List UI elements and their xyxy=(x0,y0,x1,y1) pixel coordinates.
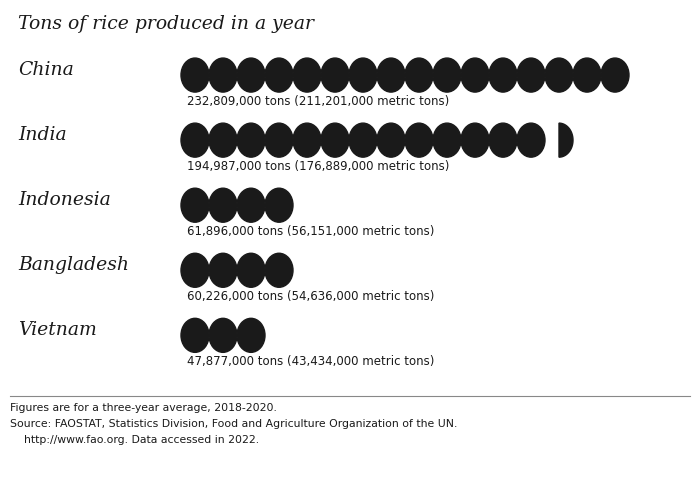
Ellipse shape xyxy=(517,58,545,92)
Ellipse shape xyxy=(433,123,461,157)
Ellipse shape xyxy=(209,319,237,353)
Ellipse shape xyxy=(321,58,349,92)
Ellipse shape xyxy=(601,58,629,92)
Ellipse shape xyxy=(573,58,601,92)
Text: 194,987,000 tons (176,889,000 metric tons): 194,987,000 tons (176,889,000 metric ton… xyxy=(187,160,449,173)
Ellipse shape xyxy=(237,188,265,222)
Ellipse shape xyxy=(377,58,405,92)
Ellipse shape xyxy=(237,123,265,157)
Ellipse shape xyxy=(209,58,237,92)
Ellipse shape xyxy=(293,123,321,157)
Text: 47,877,000 tons (43,434,000 metric tons): 47,877,000 tons (43,434,000 metric tons) xyxy=(187,355,435,368)
Ellipse shape xyxy=(265,188,293,222)
Ellipse shape xyxy=(181,58,209,92)
Ellipse shape xyxy=(321,123,349,157)
Ellipse shape xyxy=(461,123,489,157)
Text: India: India xyxy=(18,126,66,144)
Ellipse shape xyxy=(181,319,209,353)
Ellipse shape xyxy=(517,123,545,157)
Text: Tons of rice produced in a year: Tons of rice produced in a year xyxy=(18,15,314,33)
Text: http://www.fao.org. Data accessed in 2022.: http://www.fao.org. Data accessed in 202… xyxy=(10,435,259,445)
Text: China: China xyxy=(18,61,74,79)
Ellipse shape xyxy=(181,188,209,222)
Ellipse shape xyxy=(349,123,377,157)
Text: Figures are for a three-year average, 2018-2020.: Figures are for a three-year average, 20… xyxy=(10,403,277,413)
Ellipse shape xyxy=(489,58,517,92)
Ellipse shape xyxy=(237,253,265,287)
Text: Source: FAOSTAT, Statistics Division, Food and Agriculture Organization of the U: Source: FAOSTAT, Statistics Division, Fo… xyxy=(10,419,457,429)
Ellipse shape xyxy=(545,58,573,92)
Ellipse shape xyxy=(265,253,293,287)
Text: Indonesia: Indonesia xyxy=(18,191,111,209)
Ellipse shape xyxy=(433,58,461,92)
Ellipse shape xyxy=(265,58,293,92)
Text: Vietnam: Vietnam xyxy=(18,321,97,339)
Ellipse shape xyxy=(405,58,433,92)
Ellipse shape xyxy=(489,123,517,157)
Text: Bangladesh: Bangladesh xyxy=(18,256,129,274)
Ellipse shape xyxy=(209,253,237,287)
Ellipse shape xyxy=(237,319,265,353)
Text: 61,896,000 tons (56,151,000 metric tons): 61,896,000 tons (56,151,000 metric tons) xyxy=(187,225,435,238)
Ellipse shape xyxy=(181,123,209,157)
Ellipse shape xyxy=(209,123,237,157)
Ellipse shape xyxy=(377,123,405,157)
Ellipse shape xyxy=(461,58,489,92)
Text: 232,809,000 tons (211,201,000 metric tons): 232,809,000 tons (211,201,000 metric ton… xyxy=(187,95,449,108)
Ellipse shape xyxy=(265,123,293,157)
Ellipse shape xyxy=(349,58,377,92)
Text: 60,226,000 tons (54,636,000 metric tons): 60,226,000 tons (54,636,000 metric tons) xyxy=(187,290,435,303)
Ellipse shape xyxy=(293,58,321,92)
Ellipse shape xyxy=(237,58,265,92)
Ellipse shape xyxy=(181,253,209,287)
Polygon shape xyxy=(559,123,573,157)
Ellipse shape xyxy=(209,188,237,222)
Ellipse shape xyxy=(405,123,433,157)
